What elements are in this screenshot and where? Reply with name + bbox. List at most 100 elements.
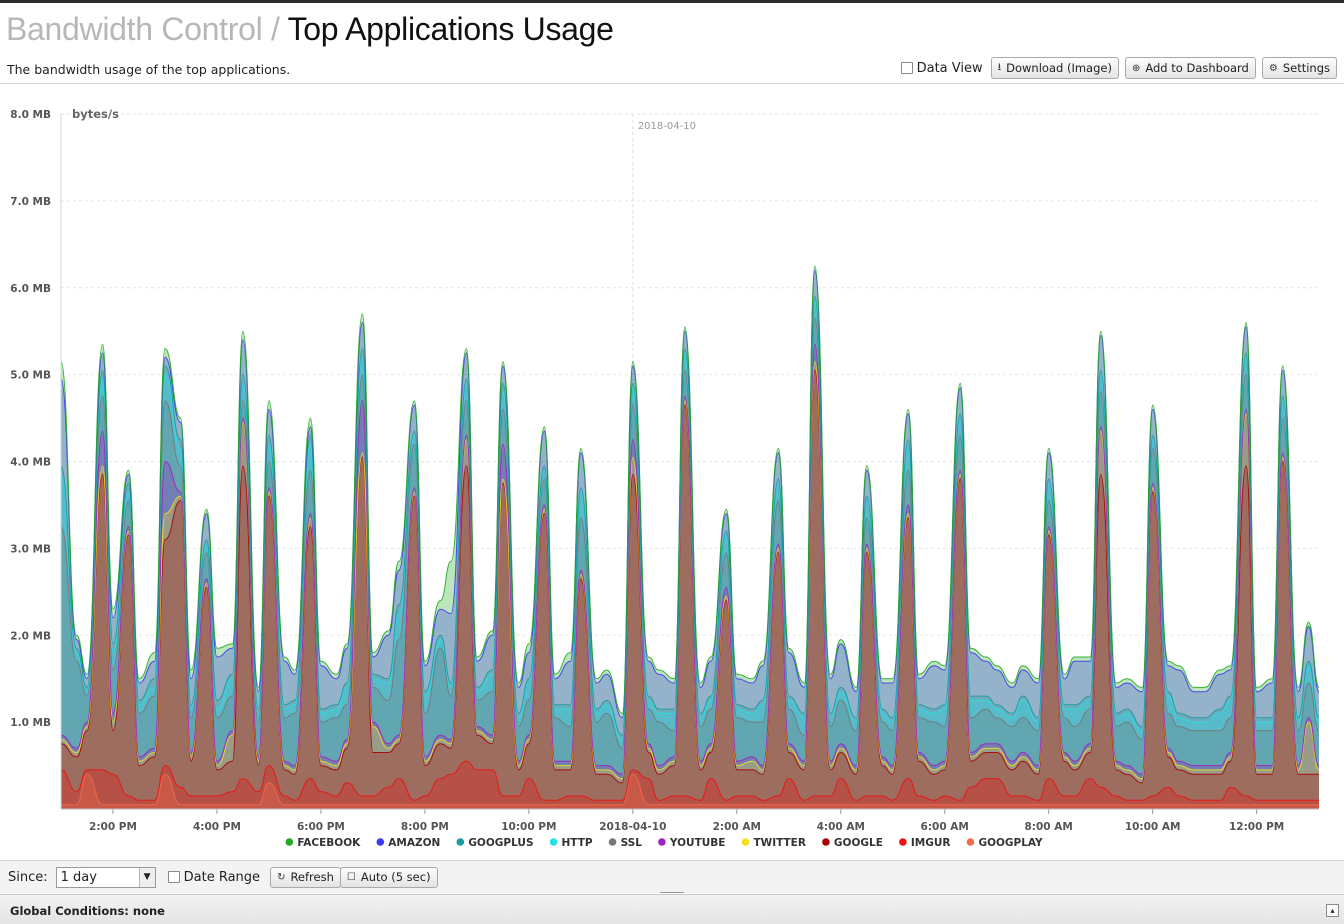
x-tick-label: 8:00 PM xyxy=(401,821,449,833)
stacked-area-chart[interactable]: 1.0 MB 2.0 MB 3.0 MB 4.0 MB 5.0 MB 6.0 MB 7.0 … xyxy=(0,84,1344,860)
series-line-youtube[interactable] xyxy=(60,343,1320,775)
area-googplay[interactable] xyxy=(61,774,1319,809)
legend-item-amazon[interactable]: AMAZON xyxy=(376,837,440,849)
legend-item-googplus[interactable]: GOOGPLUS xyxy=(456,837,534,849)
legend-item-facebook[interactable]: FACEBOOK xyxy=(285,837,362,849)
x-tick-label: 10:00 PM xyxy=(501,821,556,833)
legend-item-google[interactable]: GOOGLE xyxy=(822,837,883,849)
since-value: 1 day xyxy=(60,869,97,885)
auto-refresh-label: Auto (5 sec) xyxy=(360,870,431,884)
area-ssl[interactable] xyxy=(61,318,1319,809)
data-view-toggle[interactable]: Data View xyxy=(900,60,983,76)
dashboard-label: Add to Dashboard xyxy=(1145,61,1249,75)
legend-swatch xyxy=(456,838,465,846)
legend-swatch xyxy=(658,838,666,846)
x-tick-label: 6:00 PM xyxy=(297,821,345,833)
x-tick-label: 8:00 AM xyxy=(1025,821,1073,833)
area-googplus[interactable] xyxy=(61,296,1319,809)
x-tick-label: 2018-04-10 xyxy=(599,821,666,833)
time-controls: Since: 1 day ▼ Date Range ↻ Refresh ☐ Au… xyxy=(0,861,1344,893)
since-label: Since: xyxy=(8,869,48,885)
legend-swatch xyxy=(966,838,975,846)
resize-grip[interactable] xyxy=(660,892,684,896)
global-conditions-label: Global Conditions: none xyxy=(10,904,165,918)
date-range-toggle[interactable]: Date Range xyxy=(167,870,260,885)
refresh-label: Refresh xyxy=(290,870,334,884)
area-google[interactable] xyxy=(61,370,1319,809)
y-tick-label: 6.0 MB xyxy=(10,283,51,295)
series-line-googplay[interactable] xyxy=(61,773,1319,806)
plus-circle-icon: ⊕ xyxy=(1131,62,1141,74)
refresh-button[interactable]: ↻ Refresh xyxy=(270,866,341,888)
page-title: Bandwidth Control / Top Applications Usa… xyxy=(6,11,614,48)
legend-label: HTTP xyxy=(562,837,593,849)
legend-swatch xyxy=(285,838,294,846)
legend-item-http[interactable]: HTTP xyxy=(549,837,593,849)
collapse-icon[interactable]: ▴ xyxy=(1326,904,1339,917)
legend-label: GOOGLE xyxy=(834,837,883,849)
breadcrumb-bandwidth-control[interactable]: Bandwidth Control xyxy=(6,11,263,47)
x-tick-label: 10:00 AM xyxy=(1125,821,1181,833)
add-to-dashboard-button[interactable]: ⊕ Add to Dashboard xyxy=(1124,57,1256,79)
auto-refresh-button[interactable]: ☐ Auto (5 sec) xyxy=(339,866,438,888)
chart-panel: 1.0 MB 2.0 MB 3.0 MB 4.0 MB 5.0 MB 6.0 MB 7.0 … xyxy=(0,83,1344,861)
area-twitter[interactable] xyxy=(61,361,1319,809)
legend-item-youtube[interactable]: YOUTUBE xyxy=(658,837,725,849)
legend-label: SSL xyxy=(621,837,643,849)
chart-axes: 1.0 MB 2.0 MB 3.0 MB 4.0 MB 5.0 MB 6.0 MB 7.0 … xyxy=(10,107,1319,833)
series-line-http[interactable] xyxy=(60,300,1320,741)
area-youtube[interactable] xyxy=(61,344,1319,809)
global-conditions-bar[interactable]: Global Conditions: none ▴ xyxy=(0,892,1344,924)
page-header: Bandwidth Control / Top Applications Usa… xyxy=(0,6,1344,84)
x-tick-label: 4:00 AM xyxy=(817,821,865,833)
checkbox-icon: ☐ xyxy=(346,871,356,883)
download-icon: ⭳ xyxy=(997,61,1002,73)
legend-swatch xyxy=(899,838,907,846)
legend-item-twitter[interactable]: TWITTER xyxy=(741,837,806,849)
legend-label: GOOGPLAY xyxy=(978,837,1043,849)
y-tick-label: 5.0 MB xyxy=(10,370,51,382)
settings-button[interactable]: ⚙ Settings xyxy=(1261,57,1337,79)
area-facebook[interactable] xyxy=(61,266,1319,809)
settings-label: Settings xyxy=(1282,61,1330,75)
legend-swatch xyxy=(376,838,385,846)
y-tick-label: 4.0 MB xyxy=(10,457,51,469)
data-view-label: Data View xyxy=(916,60,983,76)
legend-label: FACEBOOK xyxy=(297,837,361,849)
since-select[interactable]: 1 day ▼ xyxy=(55,866,156,888)
report-toolbar: Data View ⭳ Download (Image) ⊕ Add to Da… xyxy=(900,57,1337,79)
report-description: The bandwidth usage of the top applicati… xyxy=(7,62,291,77)
legend-item-ssl[interactable]: SSL xyxy=(608,837,643,849)
x-tick-label: 2:00 AM xyxy=(713,821,761,833)
legend-swatch xyxy=(549,838,558,846)
chart-areas xyxy=(60,265,1320,809)
legend-item-googplay[interactable]: GOOGPLAY xyxy=(966,837,1043,849)
series-line-ssl[interactable] xyxy=(60,317,1320,749)
series-line-facebook[interactable] xyxy=(60,265,1320,714)
chart-grid xyxy=(61,113,1319,809)
x-tick-label: 6:00 AM xyxy=(921,821,969,833)
legend-label: AMAZON xyxy=(388,837,440,849)
legend-swatch xyxy=(741,838,750,846)
series-line-imgur[interactable] xyxy=(60,760,1319,801)
date-range-checkbox[interactable] xyxy=(167,871,180,883)
download-image-button[interactable]: ⭳ Download (Image) xyxy=(990,57,1119,79)
y-tick-label: 3.0 MB xyxy=(10,543,51,555)
legend-label: IMGUR xyxy=(911,837,951,849)
area-imgur[interactable] xyxy=(61,761,1319,809)
y-tick-label: 2.0 MB xyxy=(10,630,51,642)
download-label: Download (Image) xyxy=(1006,61,1112,75)
legend-label: YOUTUBE xyxy=(669,837,726,849)
x-tick-label: 4:00 PM xyxy=(193,821,241,833)
y-axis-unit-label: bytes/s xyxy=(72,107,119,121)
gear-icon: ⚙ xyxy=(1268,62,1278,74)
series-line-googplus[interactable] xyxy=(60,295,1320,736)
data-view-checkbox[interactable] xyxy=(900,62,913,74)
x-tick-label: 12:00 PM xyxy=(1229,821,1284,833)
legend-item-imgur[interactable]: IMGUR xyxy=(899,837,950,849)
day-marker-label: 2018-04-10 xyxy=(638,121,696,132)
chevron-down-icon[interactable]: ▼ xyxy=(138,867,155,887)
legend-label: TWITTER xyxy=(753,837,805,849)
area-http[interactable] xyxy=(61,300,1319,809)
y-tick-label: 1.0 MB xyxy=(10,717,51,729)
